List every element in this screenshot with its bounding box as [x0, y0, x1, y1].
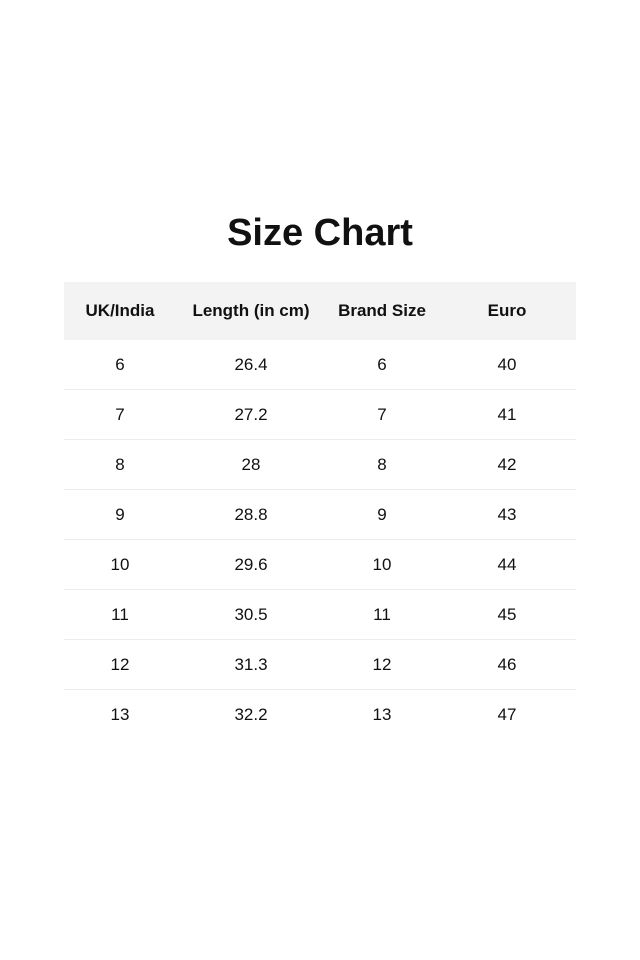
cell-brand-size: 9	[377, 504, 387, 524]
size-chart-table: UK/India Length (in cm) Brand Size Euro …	[64, 282, 576, 739]
table-row: 6 26.4 6 40	[64, 340, 576, 390]
cell-brand-size: 11	[373, 604, 391, 624]
table-row: 12 31.3 12 46	[64, 640, 576, 690]
cell-euro: 42	[497, 454, 517, 474]
cell-uk-india: 7	[115, 404, 125, 424]
cell-length: 32.2	[234, 704, 268, 724]
cell-euro: 44	[497, 554, 517, 574]
table-row: 13 32.2 13 47	[64, 690, 576, 739]
cell-euro: 40	[497, 354, 517, 374]
cell-brand-size: 6	[377, 354, 387, 374]
cell-brand-size: 7	[377, 404, 387, 424]
cell-euro: 41	[497, 404, 517, 424]
cell-length: 27.2	[234, 404, 268, 424]
page-title: Size Chart	[227, 212, 413, 254]
cell-length: 31.3	[234, 654, 268, 674]
cell-length: 28.8	[234, 504, 268, 524]
cell-brand-size: 12	[372, 654, 392, 674]
cell-brand-size: 13	[372, 704, 392, 724]
cell-euro: 45	[497, 604, 517, 624]
cell-length: 30.5	[234, 604, 268, 624]
cell-uk-india: 6	[115, 354, 125, 374]
table-row: 9 28.8 9 43	[64, 490, 576, 540]
cell-length: 26.4	[234, 354, 268, 374]
cell-uk-india: 13	[110, 704, 130, 724]
cell-length: 29.6	[234, 554, 268, 574]
cell-euro: 43	[497, 504, 517, 524]
cell-uk-india: 12	[110, 654, 130, 674]
cell-euro: 47	[497, 704, 517, 724]
header-brand-size: Brand Size	[338, 301, 426, 320]
cell-brand-size: 8	[377, 454, 387, 474]
table-row: 10 29.6 10 44	[64, 540, 576, 590]
header-euro: Euro	[487, 301, 527, 320]
table-row: 8 28 8 42	[64, 440, 576, 490]
header-uk-india: UK/India	[85, 301, 155, 320]
table-row: 11 30.5 11 45	[64, 590, 576, 640]
table-row: 7 27.2 7 41	[64, 390, 576, 440]
table-header: UK/India Length (in cm) Brand Size Euro	[64, 282, 576, 340]
cell-length: 28	[241, 454, 261, 474]
cell-uk-india: 11	[111, 604, 129, 624]
cell-uk-india: 10	[110, 554, 130, 574]
cell-brand-size: 10	[372, 554, 392, 574]
cell-uk-india: 8	[115, 454, 125, 474]
header-length: Length (in cm)	[192, 301, 310, 320]
cell-uk-india: 9	[115, 504, 125, 524]
cell-euro: 46	[497, 654, 517, 674]
